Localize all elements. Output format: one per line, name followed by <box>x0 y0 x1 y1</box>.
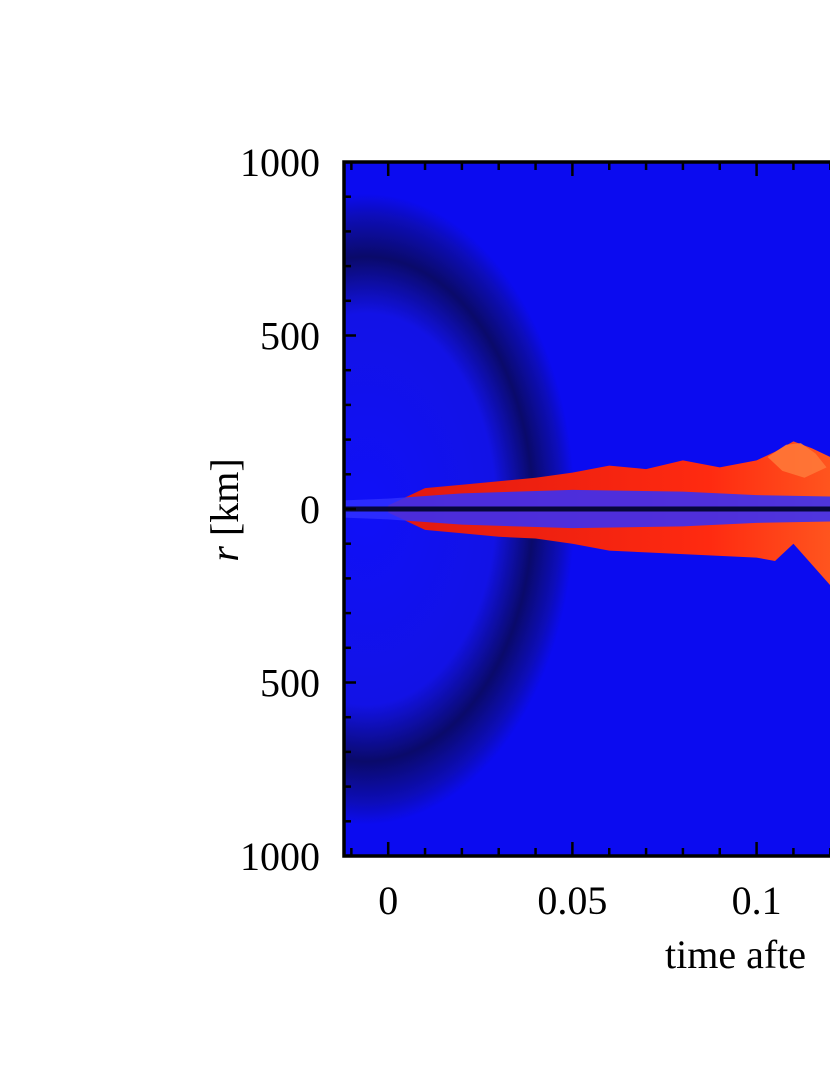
plot-frame <box>342 160 830 858</box>
plot-area <box>344 162 830 856</box>
x-tick-label: 0 <box>378 878 398 923</box>
bright-orange-patch <box>767 443 827 478</box>
y-tick-labels: 1000 500 0 500 1000 <box>240 140 320 879</box>
x-tick-labels: 0 0.05 0.1 <box>378 878 781 923</box>
y-axis-unit: [km] <box>202 458 247 536</box>
y-axis-label: r [km] <box>202 458 247 561</box>
x-axis-label: time afte <box>665 932 806 977</box>
y-tick-label: 0 <box>300 487 320 532</box>
y-axis-variable: r <box>202 546 247 562</box>
x-tick-label: 0.1 <box>732 878 782 923</box>
y-tick-label: 500 <box>260 314 320 359</box>
y-tick-label: 1000 <box>240 834 320 879</box>
y-tick-label: 500 <box>260 661 320 706</box>
x-tick-label: 0.05 <box>537 878 607 923</box>
y-tick-label: 1000 <box>240 140 320 185</box>
